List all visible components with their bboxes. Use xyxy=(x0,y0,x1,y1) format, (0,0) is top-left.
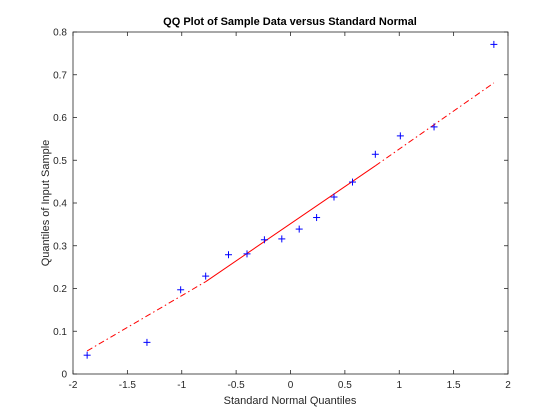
y-tick-label: 0.1 xyxy=(53,327,67,338)
reference-line-extrapolated-right xyxy=(375,82,495,167)
data-point-marker xyxy=(260,236,268,244)
x-tick-label: -0.5 xyxy=(228,380,246,391)
x-axis-label: Standard Normal Quantiles xyxy=(224,395,357,407)
data-points xyxy=(83,40,498,359)
y-tick-label: 0.6 xyxy=(53,113,67,124)
y-tick-label: 0.4 xyxy=(53,199,67,210)
data-point-marker xyxy=(490,40,498,48)
data-point-marker xyxy=(295,225,303,233)
reference-line-extrapolated-left xyxy=(86,281,206,352)
y-axis-label: Quantiles of Input Sample xyxy=(40,140,52,267)
data-point-marker xyxy=(430,123,438,131)
data-point-marker xyxy=(225,251,233,259)
data-point-marker xyxy=(330,193,338,201)
chart-title: QQ Plot of Sample Data versus Standard N… xyxy=(163,16,417,28)
data-point-marker xyxy=(348,178,356,186)
data-point-marker xyxy=(177,286,185,294)
data-point-marker xyxy=(396,132,404,140)
y-tick-label: 0.5 xyxy=(53,156,67,167)
y-tick-label: 0 xyxy=(61,370,67,381)
y-tick-label: 0.3 xyxy=(53,241,67,252)
y-tick-label: 0.7 xyxy=(53,70,67,81)
data-point-marker xyxy=(243,250,251,258)
data-point-marker xyxy=(202,272,210,280)
axes-box xyxy=(72,31,509,375)
data-point-marker xyxy=(371,150,379,158)
x-tick-label: -1 xyxy=(177,380,186,391)
x-tick-label: -1.5 xyxy=(119,380,137,391)
data-point-marker xyxy=(313,214,321,222)
x-tick-label: 1.5 xyxy=(447,380,461,391)
x-tick-label: 0.5 xyxy=(338,380,352,391)
x-tick-label: -2 xyxy=(69,380,78,391)
y-tick-label: 0.2 xyxy=(53,284,67,295)
axis-ticks: -2 -1.5 -1 -0.5 0 0.5 1 1.5 2 0 0.1 0.2 0.3 0.4 0.5 0.6… xyxy=(53,28,511,392)
x-tick-label: 0 xyxy=(288,380,294,391)
data-point-marker xyxy=(278,235,286,243)
reference-line xyxy=(86,82,495,352)
data-point-marker xyxy=(143,338,151,346)
y-tick-label: 0.8 xyxy=(53,28,67,39)
x-tick-label: 1 xyxy=(396,380,402,391)
x-tick-label: 2 xyxy=(505,380,511,391)
reference-line-fit xyxy=(205,165,376,283)
data-point-marker xyxy=(83,351,91,359)
